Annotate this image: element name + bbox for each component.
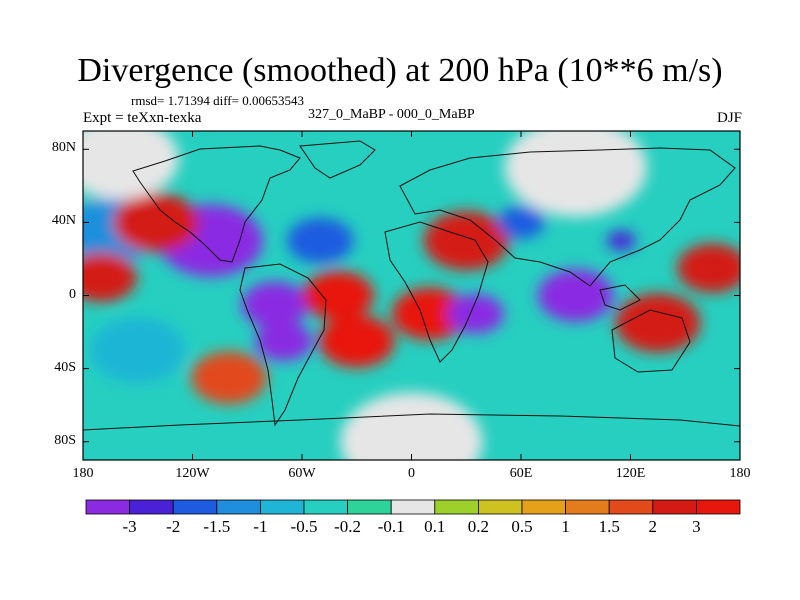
field-feature-2 xyxy=(113,192,199,252)
field-feature-12 xyxy=(497,205,545,239)
colorbar-label-4: -0.5 xyxy=(290,517,318,536)
colorbar-label-9: 0.5 xyxy=(511,517,533,536)
colorbar-box-11 xyxy=(565,499,610,515)
experiment-label: Expt = teXxn-texka xyxy=(83,110,202,126)
colorbar-box-13 xyxy=(652,499,697,515)
axis-ticks xyxy=(82,131,741,460)
colorbar-box-1 xyxy=(129,499,174,515)
field-feature-6 xyxy=(302,270,375,321)
field-feature-13 xyxy=(537,269,614,322)
field-feature-21 xyxy=(340,392,483,460)
colorbar-box-5 xyxy=(303,499,348,515)
field-feature-14 xyxy=(607,230,636,251)
field-feature-19 xyxy=(83,131,179,200)
stats-text: rmsd= 1.71394 diff= 0.00653543 xyxy=(131,93,304,108)
colorbar-label-2: -1.5 xyxy=(203,517,231,536)
colorbar-label-0: -3 xyxy=(122,517,137,536)
field-feature-16 xyxy=(677,243,740,293)
field-layer xyxy=(83,131,740,460)
y-tick-label-0: 80N xyxy=(51,140,76,156)
colorbar-box-4 xyxy=(259,499,305,515)
field-feature-15 xyxy=(615,293,701,353)
colorbar xyxy=(85,499,741,515)
field-feature-11 xyxy=(423,211,509,271)
colorbar-label-3: -1 xyxy=(253,517,268,536)
field-feature-18 xyxy=(191,351,267,405)
colorbar-box-2 xyxy=(172,499,218,515)
colorbar-label-13: 3 xyxy=(692,517,701,536)
field-feature-4 xyxy=(241,281,308,328)
colorbar-box-14 xyxy=(696,499,741,515)
colorbar-label-12: 2 xyxy=(648,517,658,536)
colorbar-box-8 xyxy=(434,499,479,515)
x-tick-label-5: 120E xyxy=(615,466,646,481)
x-tick-label-6: 180 xyxy=(729,466,751,481)
x-tick-label-3: 0 xyxy=(408,466,415,481)
period-label: 327_0_MaBP - 000_0_MaBP xyxy=(308,107,475,122)
colorbar-label-5: -0.2 xyxy=(334,517,362,536)
field-feature-9 xyxy=(446,294,504,334)
field-feature-8 xyxy=(391,287,468,341)
y-tick-label-3: 40S xyxy=(54,359,76,375)
colorbar-box-9 xyxy=(477,499,523,515)
y-tick-label-2: 0 xyxy=(69,286,76,302)
x-tick-label-2: 60W xyxy=(288,466,316,481)
field-feature-17 xyxy=(90,317,186,384)
colorbar-box-3 xyxy=(216,499,261,515)
y-tick-label-1: 40N xyxy=(51,213,76,229)
field-features xyxy=(83,131,740,460)
field-feature-3 xyxy=(83,252,137,302)
colorbar-box-0 xyxy=(85,499,130,515)
colorbar-box-7 xyxy=(390,499,436,515)
field-feature-20 xyxy=(504,131,647,217)
colorbar-label-1: -2 xyxy=(166,517,181,536)
colorbar-label-11: 1.5 xyxy=(598,517,620,536)
colorbar-box-6 xyxy=(347,499,392,515)
colorbar-label-10: 1 xyxy=(561,517,570,536)
x-tick-label-1: 120W xyxy=(175,466,210,481)
field-feature-5 xyxy=(255,321,313,361)
colorbar-box-12 xyxy=(608,499,654,515)
x-tick-label-0: 180 xyxy=(72,466,94,481)
coastlines xyxy=(83,140,740,431)
chart-title: Divergence (smoothed) at 200 hPa (10**6 … xyxy=(77,52,723,89)
colorbar-label-6: -0.1 xyxy=(377,517,405,536)
colorbar-box-10 xyxy=(521,499,566,515)
season-label: DJF xyxy=(716,110,742,126)
field-feature-7 xyxy=(318,314,395,368)
colorbar-label-7: 0.1 xyxy=(424,517,446,536)
field-feature-10 xyxy=(287,217,354,264)
colorbar-label-8: 0.2 xyxy=(467,517,490,536)
y-tick-label-4: 80S xyxy=(54,432,76,448)
x-tick-label-4: 60E xyxy=(509,466,533,481)
